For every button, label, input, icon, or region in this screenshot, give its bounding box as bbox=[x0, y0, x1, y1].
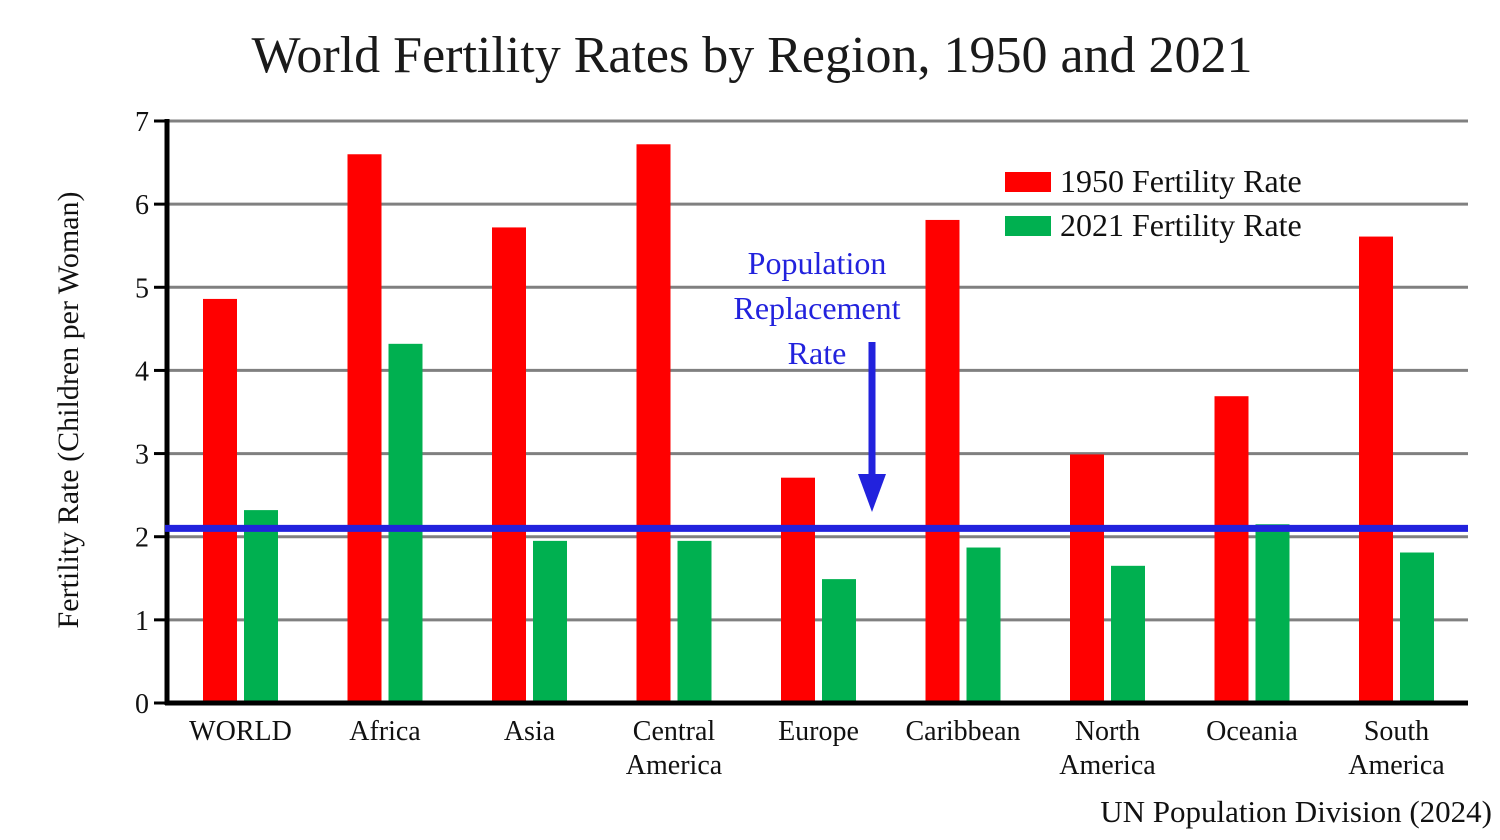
bar-world-1950 bbox=[203, 298, 237, 703]
y-tick-label-2: 2 bbox=[135, 523, 149, 554]
bar-central-america-1950 bbox=[636, 144, 671, 703]
x-tick-label-south-america-line1: South bbox=[1364, 716, 1429, 747]
legend-swatch-2021 bbox=[1005, 216, 1051, 236]
replacement-rate-label-line1: Population bbox=[748, 245, 887, 281]
x-tick-label-central-america-line1: Central bbox=[633, 716, 716, 747]
y-tick-label-6: 6 bbox=[135, 190, 149, 221]
replacement-arrow-head bbox=[858, 474, 886, 512]
legend-label-1950: 1950 Fertility Rate bbox=[1060, 163, 1302, 199]
replacement-rate-annotation: Population Replacement Rate bbox=[733, 245, 901, 512]
bar-europe-1950 bbox=[781, 477, 815, 703]
y-tick-label-7: 7 bbox=[135, 107, 149, 138]
x-tick-label-oceania: Oceania bbox=[1206, 716, 1298, 747]
bar-caribbean-1950 bbox=[925, 219, 960, 703]
bar-europe-2021 bbox=[822, 579, 856, 703]
bar-south-america-1950 bbox=[1359, 236, 1393, 703]
bar-south-america-2021 bbox=[1400, 552, 1434, 703]
bar-north-america-2021 bbox=[1111, 565, 1145, 703]
bar-oceania-2021 bbox=[1255, 524, 1290, 703]
y-tick-labels: 0 1 2 3 4 5 6 7 bbox=[135, 107, 149, 720]
y-tick-label-0: 0 bbox=[135, 689, 149, 720]
bar-world-2021 bbox=[244, 510, 278, 703]
chart-title: World Fertility Rates by Region, 1950 an… bbox=[251, 27, 1252, 84]
bar-asia-2021 bbox=[533, 540, 567, 703]
legend-swatch-1950 bbox=[1005, 172, 1051, 192]
legend: 1950 Fertility Rate 2021 Fertility Rate bbox=[1005, 163, 1302, 243]
bar-oceania-1950 bbox=[1214, 396, 1249, 703]
replacement-rate-label-line3: Rate bbox=[788, 335, 847, 371]
y-tick-label-1: 1 bbox=[135, 606, 149, 637]
y-tick-label-3: 3 bbox=[135, 440, 149, 471]
y-axis-label: Fertility Rate (Children per Woman) bbox=[52, 192, 85, 629]
y-tick-label-5: 5 bbox=[135, 273, 149, 304]
y-tick-label-4: 4 bbox=[135, 356, 149, 387]
bar-central-america-2021 bbox=[677, 540, 712, 703]
x-tick-label-europe: Europe bbox=[778, 716, 859, 747]
bar-africa-1950 bbox=[347, 154, 382, 703]
replacement-rate-label-line2: Replacement bbox=[733, 290, 900, 326]
bar-asia-1950 bbox=[492, 227, 526, 703]
x-tick-label-south-america-line2: America bbox=[1348, 750, 1445, 781]
x-tick-label-world: WORLD bbox=[189, 716, 292, 747]
legend-label-2021: 2021 Fertility Rate bbox=[1060, 207, 1302, 243]
bar-north-america-1950 bbox=[1070, 454, 1104, 703]
bar-africa-2021 bbox=[388, 343, 423, 703]
gridlines bbox=[165, 119, 1468, 622]
x-tick-label-asia: Asia bbox=[504, 716, 556, 747]
x-tick-label-caribbean: Caribbean bbox=[905, 716, 1020, 747]
bars bbox=[203, 144, 1434, 703]
x-tick-label-north-america-line1: North bbox=[1075, 716, 1140, 747]
source-note: UN Population Division (2024) bbox=[1100, 794, 1492, 829]
axes bbox=[154, 119, 1468, 706]
bar-caribbean-2021 bbox=[966, 547, 1001, 703]
x-tick-label-africa: Africa bbox=[349, 716, 421, 747]
x-tick-label-north-america-line2: America bbox=[1059, 750, 1156, 781]
x-tick-label-central-america-line2: America bbox=[626, 750, 723, 781]
